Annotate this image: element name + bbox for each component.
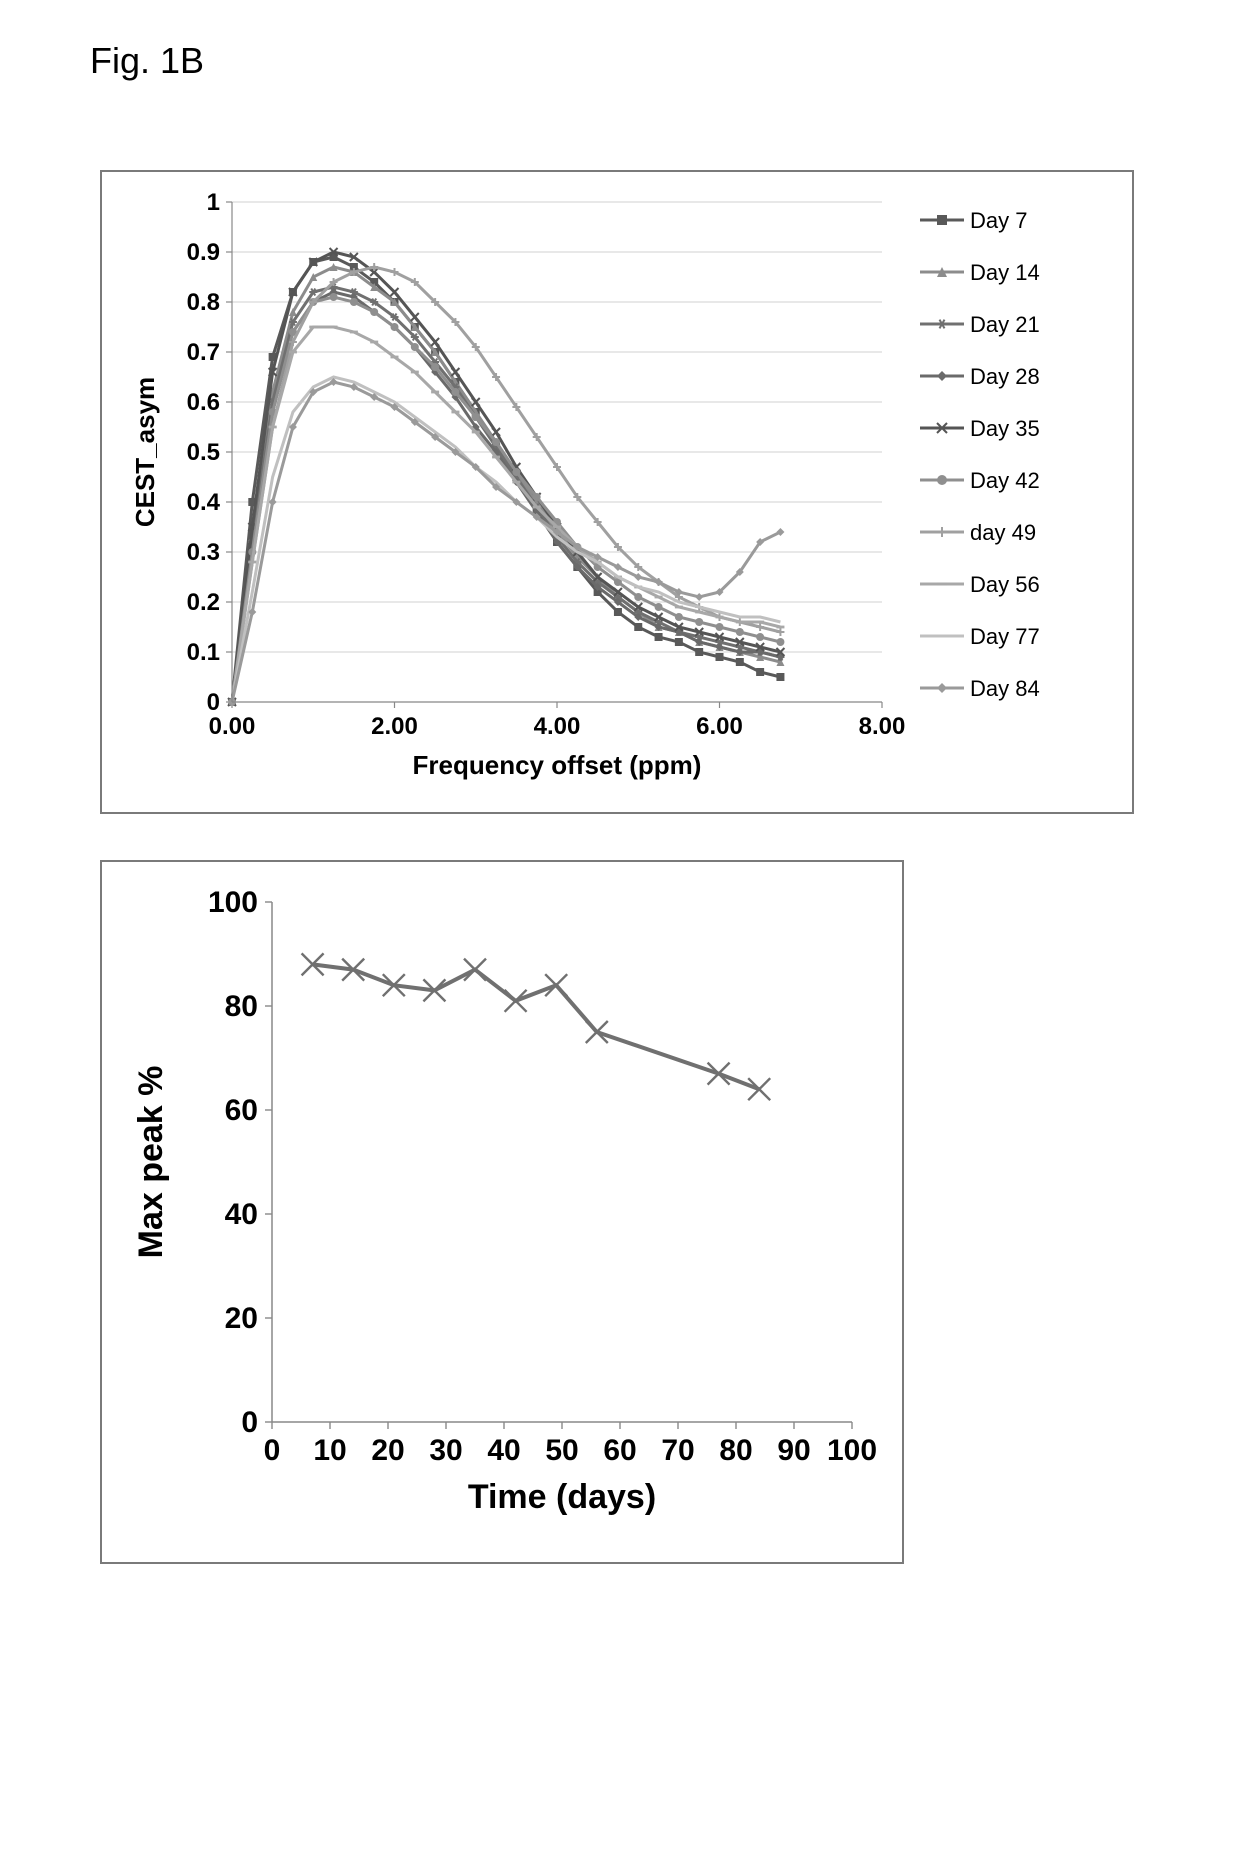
chart1-legend-label: Day 35: [970, 416, 1040, 441]
chart2-xtick-label: 20: [371, 1434, 404, 1467]
chart1-ytick-label: 0.4: [187, 489, 221, 516]
chart1-xtick-label: 8.00: [859, 713, 906, 740]
chart1-ytick-label: 0: [207, 689, 220, 716]
chart2-xtick-label: 50: [545, 1434, 578, 1467]
chart1-ytick-label: 0.1: [187, 639, 220, 666]
chart1-legend-label: Day 42: [970, 468, 1040, 493]
chart1-legend-label: Day 56: [970, 572, 1040, 597]
chart2-xtick-label: 40: [487, 1434, 520, 1467]
chart2-xtick-label: 90: [777, 1434, 810, 1467]
max-peak-chart-svg: 0 20 40 60 80 100 0 10 20 30 40 50 60 70 80 90 100 Time (…: [102, 862, 902, 1562]
chart1-ytick-label: 0.5: [187, 439, 220, 466]
chart1-legend-label: Day 28: [970, 364, 1040, 389]
chart2-ytick-label: 40: [225, 1198, 258, 1231]
chart1-ytick-label: 0.7: [187, 339, 220, 366]
chart2-xlabel: Time (days): [468, 1478, 656, 1516]
chart2-xtick-label: 70: [661, 1434, 694, 1467]
chart1-ytick-label: 0.2: [187, 589, 220, 616]
chart1-ytick-label: 1: [207, 189, 220, 216]
cest-asym-chart-svg: 0 0.1 0.2 0.3 0.4 0.5 0.6 0.7 0.8 0.9 1 0.00 2.00 4.0…: [102, 172, 1132, 812]
chart1-xtick-label: 2.00: [371, 713, 418, 740]
chart1-legend-label: Day 14: [970, 260, 1040, 285]
chart1-legend-label: Day 7: [970, 208, 1027, 233]
figure-label: Fig. 1B: [90, 40, 204, 82]
chart1-xtick-label: 4.00: [534, 713, 581, 740]
chart1-legend-label: Day 21: [970, 312, 1040, 337]
chart2-series-line: [313, 964, 760, 1089]
chart2-xtick-label: 10: [313, 1434, 346, 1467]
chart1-ylabel: CEST_asym: [130, 377, 160, 527]
chart1-xtick-label: 0.00: [209, 713, 256, 740]
chart2-ytick-label: 100: [208, 886, 258, 919]
chart2-ytick-label: 0: [241, 1406, 258, 1439]
max-peak-chart: 0 20 40 60 80 100 0 10 20 30 40 50 60 70 80 90 100 Time (…: [100, 860, 904, 1564]
chart1-legend-label: Day 77: [970, 624, 1040, 649]
chart1-ytick-label: 0.6: [187, 389, 220, 416]
chart1-series-markers: [228, 288, 784, 706]
chart2-xtick-label: 30: [429, 1434, 462, 1467]
chart1-xlabel: Frequency offset (ppm): [413, 750, 702, 780]
chart2-xtick-label: 100: [827, 1434, 877, 1467]
chart1-legend-label: day 49: [970, 520, 1036, 545]
chart1-ytick-label: 0.8: [187, 289, 220, 316]
chart2-xtick-label: 60: [603, 1434, 636, 1467]
page: Fig. 1B 0 0.1 0.2 0.3 0.4 0.5 0.6 0.7 0.8 0.9 1 0.0…: [0, 0, 1240, 1858]
chart2-xtick-label: 80: [719, 1434, 752, 1467]
chart2-ytick-label: 60: [225, 1094, 258, 1127]
chart1-ytick-label: 0.3: [187, 539, 220, 566]
chart2-ytick-label: 20: [225, 1302, 258, 1335]
chart1-legend-label: Day 84: [970, 676, 1040, 701]
cest-asym-chart: 0 0.1 0.2 0.3 0.4 0.5 0.6 0.7 0.8 0.9 1 0.00 2.00 4.0…: [100, 170, 1134, 814]
chart1-series-markers: [228, 378, 784, 706]
chart2-xtick-label: 0: [264, 1434, 281, 1467]
chart2-ytick-label: 80: [225, 990, 258, 1023]
chart2-ylabel: Max peak %: [132, 1066, 170, 1259]
chart1-xtick-label: 6.00: [696, 713, 743, 740]
chart1-ytick-label: 0.9: [187, 239, 220, 266]
chart1-legend: Day 7 Day 14 Day 21 Day 28 Day 35 Day 42 day 4…: [920, 208, 1040, 701]
